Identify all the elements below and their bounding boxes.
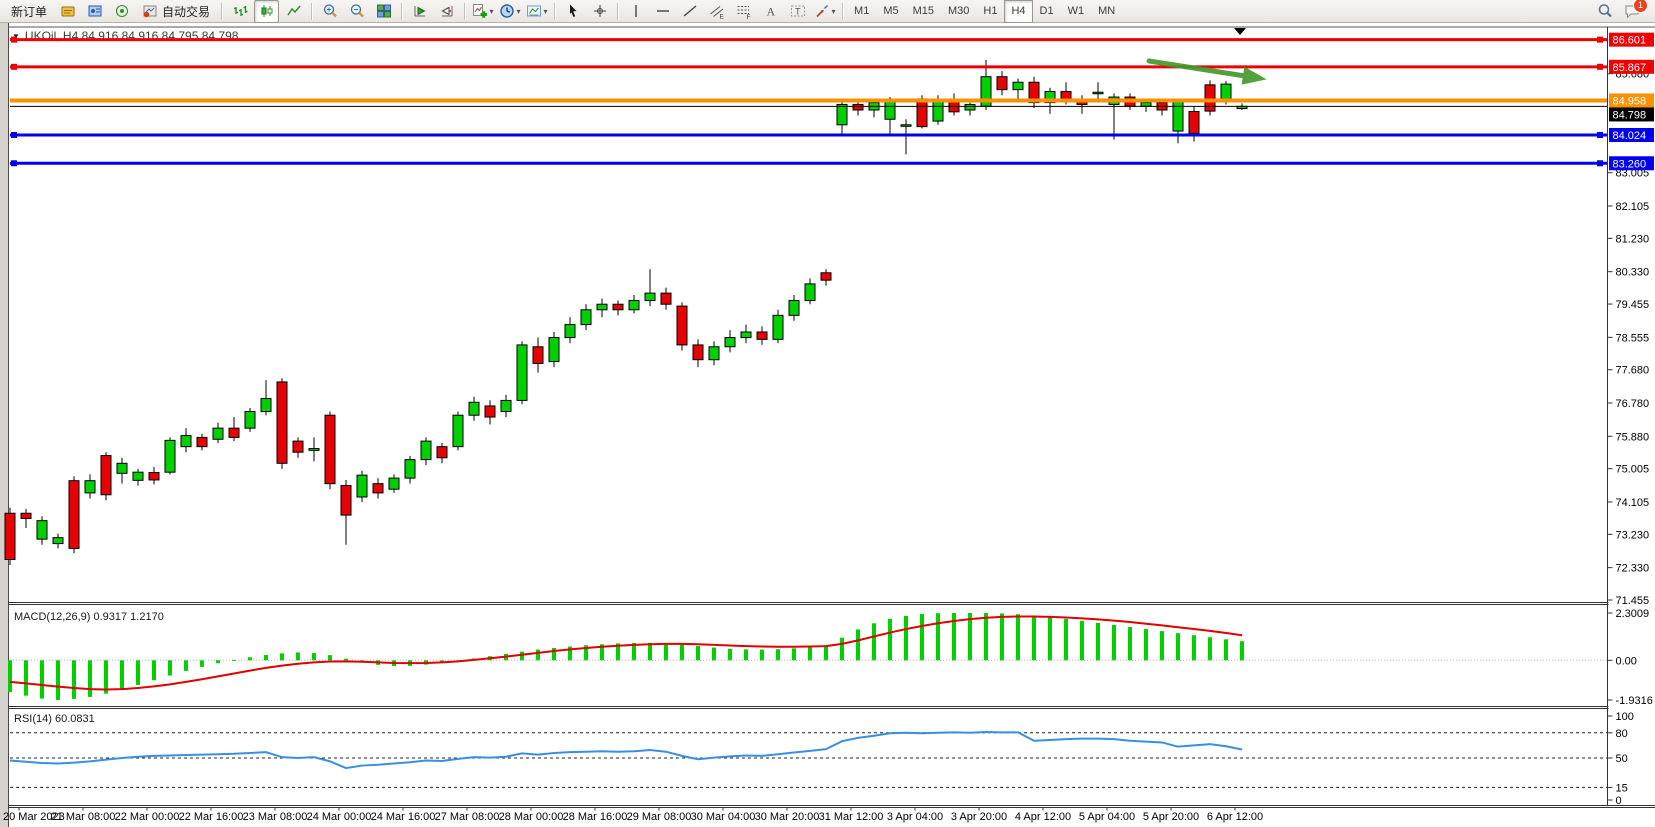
- channel-icon: E: [709, 6, 724, 20]
- timeframe-button-h1[interactable]: H1: [983, 5, 998, 17]
- horizontal-line-button[interactable]: [650, 0, 675, 23]
- tile-windows-icon: [376, 4, 391, 18]
- timeframe-button-h4[interactable]: H4: [1004, 0, 1033, 23]
- chart-title-text: UKOil, H4 84.916 84.916 84.795 84.798: [24, 29, 239, 43]
- toolbar-right-group: 1: [1591, 0, 1648, 23]
- search-button[interactable]: [1592, 0, 1617, 23]
- toolbar-separator: [464, 2, 466, 20]
- channel-button[interactable]: E: [704, 0, 729, 23]
- timeframe-button-d1[interactable]: D1: [1039, 5, 1054, 17]
- toolbar-separator: [401, 2, 403, 20]
- autotrade-button[interactable]: 自动交易: [136, 0, 216, 23]
- autotrade-button-label: 自动交易: [162, 4, 211, 19]
- zoom-in-button[interactable]: [317, 0, 342, 23]
- periods-button[interactable]: ▾: [497, 0, 522, 23]
- text-button[interactable]: A: [758, 0, 783, 23]
- timeframe-button-m1[interactable]: M1: [854, 5, 870, 17]
- search-icon: [1598, 4, 1612, 18]
- chart-window[interactable]: [8, 23, 1655, 827]
- indicators-button[interactable]: ▾: [470, 0, 495, 23]
- crosshair-button[interactable]: [587, 0, 612, 23]
- new-order-button-label: 新订单: [11, 4, 48, 19]
- templates-button[interactable]: ▾: [524, 0, 549, 23]
- indicators-icon: [472, 4, 487, 18]
- chart-title: ▼ UKOil, H4 84.916 84.916 84.795 84.798: [12, 29, 238, 43]
- arrows-button[interactable]: ▾: [812, 0, 837, 23]
- bar-chart-button[interactable]: [227, 0, 252, 23]
- vline-icon: [634, 5, 637, 17]
- chart-shift-icon: [440, 6, 453, 17]
- toolbar-separator: [842, 2, 844, 20]
- label-button[interactable]: T: [785, 0, 810, 23]
- toolbar-separator: [617, 2, 619, 20]
- svg-text:T: T: [795, 7, 801, 17]
- timeframe-button-mn[interactable]: MN: [1098, 5, 1116, 17]
- svg-text:A: A: [766, 5, 775, 19]
- hline-icon: [656, 10, 669, 12]
- timeframe-button-m5[interactable]: M5: [883, 5, 899, 17]
- notification-badge: 1: [1633, 0, 1648, 13]
- main-toolbar: 新订单 自动交易 ▾ ▾ ▾ E F A T ▾ M1 M5 M15 M30 H1 H4 D1 W1 MN 1: [0, 0, 1655, 23]
- zoom-out-button[interactable]: [344, 0, 369, 23]
- svg-text:E: E: [719, 14, 724, 20]
- trendline-button[interactable]: [677, 0, 702, 23]
- cursor-button[interactable]: [560, 0, 585, 23]
- arrows-icon: [815, 5, 828, 18]
- navigator-button[interactable]: [82, 0, 107, 23]
- zoom-in-icon: [323, 4, 337, 18]
- chat-button[interactable]: 1: [1619, 0, 1648, 23]
- line-chart-button[interactable]: [281, 0, 306, 23]
- chart-title-caret-icon[interactable]: ▼: [12, 31, 20, 41]
- autotrade-icon: [143, 5, 157, 18]
- toolbar-separator: [311, 2, 313, 20]
- text-icon: A: [766, 5, 775, 19]
- tile-windows-button[interactable]: [371, 0, 396, 23]
- toolbar-separator: [554, 2, 556, 20]
- dropdown-caret-icon: ▾: [543, 6, 548, 16]
- dropdown-caret-icon: ▾: [831, 6, 836, 16]
- template-icon: [526, 5, 541, 17]
- candle-chart-icon: [261, 5, 273, 17]
- fibonacci-button[interactable]: F: [731, 0, 756, 23]
- svg-text:F: F: [746, 14, 750, 19]
- line-chart-icon: [286, 5, 301, 16]
- market-watch-button[interactable]: [55, 0, 80, 23]
- fibonacci-icon: F: [737, 6, 750, 19]
- rsi-indicator-label: RSI(14) 60.0831: [14, 713, 95, 725]
- trendline-icon: [683, 5, 696, 17]
- dropdown-caret-icon: ▾: [516, 6, 521, 16]
- new-order-button[interactable]: 新订单: [5, 0, 53, 23]
- market-watch-icon: [61, 6, 75, 17]
- dropdown-caret-icon: ▾: [489, 6, 494, 16]
- navigator-icon: [88, 5, 102, 17]
- label-icon: T: [790, 5, 805, 17]
- toolbar-separator: [221, 2, 223, 20]
- timeframe-button-w1[interactable]: W1: [1067, 5, 1085, 17]
- clock-icon: [499, 4, 514, 18]
- crosshair-icon: [593, 5, 606, 17]
- vertical-line-button[interactable]: [623, 0, 648, 23]
- auto-scroll-icon: [414, 6, 426, 17]
- bar-chart-icon: [233, 6, 248, 16]
- signal-button[interactable]: [109, 0, 134, 23]
- timeframe-button-m15[interactable]: M15: [912, 5, 934, 17]
- auto-scroll-button[interactable]: [407, 0, 432, 23]
- cursor-icon: [569, 4, 577, 17]
- signal-icon: [115, 5, 128, 17]
- chart-shift-button[interactable]: [434, 0, 459, 23]
- candle-chart-button[interactable]: [254, 0, 280, 23]
- zoom-out-icon: [350, 4, 364, 18]
- macd-indicator-label: MACD(12,26,9) 0.9317 1.2170: [14, 611, 164, 623]
- timeframe-button-m30[interactable]: M30: [948, 5, 970, 17]
